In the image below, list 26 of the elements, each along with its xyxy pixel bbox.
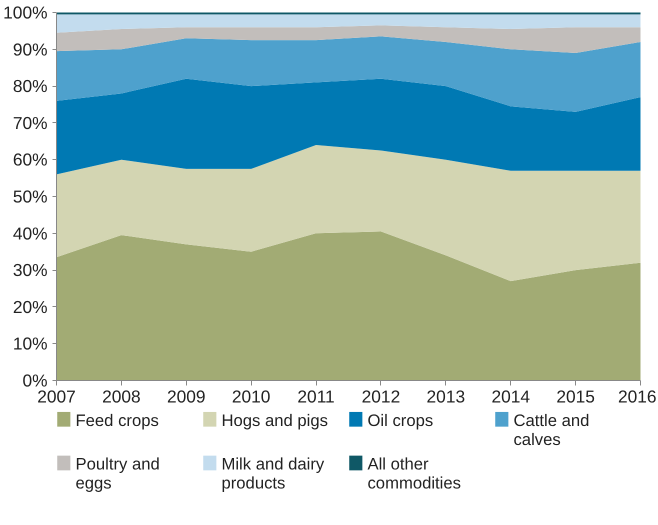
x-tick-label: 2016 (618, 386, 657, 406)
y-tick-label: 20% (12, 296, 48, 317)
x-tick-label: 2011 (297, 386, 335, 406)
x-tick-label: 2010 (232, 386, 270, 406)
x-tick-label: 2012 (362, 386, 400, 406)
x-tick-label: 2015 (556, 386, 595, 406)
y-tick-label: 60% (12, 150, 48, 170)
legend-label: Feed crops (75, 411, 159, 430)
legend-label: Poultry and eggs (75, 454, 160, 493)
legend-label: Cattle and calves (513, 411, 590, 450)
y-tick-label: 10% (12, 334, 48, 354)
legend-label: Hogs and pigs (221, 411, 328, 430)
y-tick-label: 50% (12, 186, 48, 206)
legend-label: Milk and dairy products (221, 454, 325, 493)
x-tick-label: 2014 (491, 386, 530, 406)
legend-label: All other commodities (367, 454, 461, 493)
y-tick-label: 80% (12, 76, 48, 96)
y-tick-label: 70% (12, 112, 48, 133)
y-tick-label: 40% (12, 223, 48, 244)
y-tick-label: 100% (3, 2, 48, 22)
legend-label: Oil crops (367, 411, 434, 430)
x-tick-label: 2013 (426, 386, 466, 406)
y-tick-label: 30% (12, 260, 48, 280)
x-tick-label: 2009 (167, 386, 206, 406)
x-tick-label: 2008 (102, 386, 141, 406)
y-tick-label: 90% (12, 39, 48, 60)
